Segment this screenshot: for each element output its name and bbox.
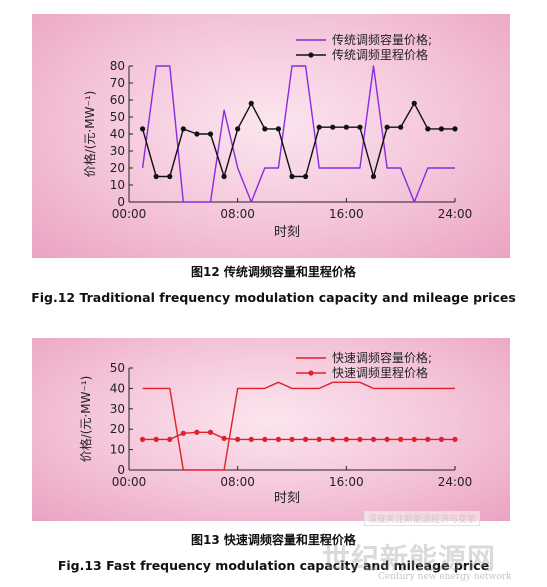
series-line [141, 102, 455, 178]
data-point [452, 436, 458, 442]
legend-label: 传统调频里程价格 [332, 47, 428, 62]
data-point [235, 126, 241, 132]
y-tick-label: 0 [117, 195, 125, 209]
data-point [370, 436, 377, 442]
watermark-subtitle: Century new energy network [378, 572, 512, 582]
data-point [289, 436, 295, 442]
y-tick-label: 10 [110, 443, 125, 457]
data-point [330, 436, 336, 442]
y-tick-label: 20 [110, 422, 125, 436]
x-tick-label: 24:00 [438, 207, 473, 221]
figure-12-caption-en: Fig.12 Traditional frequency modulation … [31, 290, 516, 305]
data-point [302, 436, 309, 442]
data-point [289, 173, 295, 180]
data-point [275, 126, 282, 132]
legend-label: 快速调频里程价格 [332, 365, 428, 380]
data-point [262, 436, 268, 442]
data-point [370, 173, 377, 180]
data-point [384, 436, 390, 442]
x-tick-label: 08:00 [220, 475, 255, 489]
x-tick-label: 16:00 [329, 475, 364, 489]
data-point [357, 124, 363, 130]
figure-13-panel: 0 10 20 30 40 50 00:00 08:00 16:00 24:00 时刻 价格/(元·M… [32, 338, 510, 521]
data-point [194, 429, 200, 435]
x-axis-label: 时刻 [274, 491, 300, 506]
figure-13-caption-en: Fig.13 Fast frequency modulation capacit… [57, 558, 490, 573]
data-point [330, 124, 336, 130]
data-point [316, 436, 322, 442]
data-point [139, 126, 146, 132]
y-tick-label: 70 [110, 76, 125, 90]
data-point [425, 126, 431, 132]
data-point [248, 436, 254, 442]
figure-13-chart: 0 10 20 30 40 50 00:00 08:00 16:00 24:00 时刻 价格/(元·M… [78, 350, 473, 506]
legend-label: 快速调频容量价格; [332, 350, 432, 365]
data-point [167, 173, 173, 180]
y-tick-label: 30 [110, 144, 125, 158]
data-point [235, 436, 241, 442]
y-tick-label: 80 [110, 59, 125, 73]
legend-label: 传统调频容量价格; [332, 32, 432, 47]
data-point [452, 126, 458, 132]
data-point [194, 131, 200, 137]
data-point [153, 436, 159, 442]
y-tick-label: 30 [110, 402, 125, 416]
data-point [207, 131, 214, 137]
data-point [438, 436, 445, 442]
x-tick-label: 16:00 [329, 207, 364, 221]
data-point [398, 436, 404, 442]
data-point [343, 124, 349, 130]
legend-marker [308, 52, 314, 58]
data-point [275, 436, 282, 442]
y-tick-label: 20 [110, 161, 125, 175]
data-point [221, 173, 227, 180]
figure-12-panel: 0 10 20 30 40 50 60 70 80 00:00 08:00 16:00 24:00 时刻 价… [32, 14, 510, 258]
series-line [141, 65, 455, 203]
data-point [139, 436, 146, 442]
data-point [357, 436, 363, 442]
y-tick-label: 0 [117, 463, 125, 477]
series-line [142, 431, 455, 441]
data-point [398, 124, 404, 130]
data-point [384, 124, 390, 130]
y-tick-label: 50 [110, 361, 125, 375]
y-tick-label: 50 [110, 110, 125, 124]
x-tick-label: 00:00 [112, 475, 147, 489]
data-point [262, 126, 268, 132]
figure-12-chart: 0 10 20 30 40 50 60 70 80 00:00 08:00 16:00 24:00 时刻 价… [82, 32, 473, 240]
data-point [425, 436, 431, 442]
y-axis-label: 价格/(元·MW⁻¹) [78, 376, 93, 463]
data-point [343, 436, 349, 442]
data-point [248, 100, 254, 106]
figure-12-caption-cn: 图12 传统调频容量和里程价格 [191, 265, 356, 279]
data-point [167, 436, 173, 442]
data-point [411, 100, 417, 106]
x-tick-label: 08:00 [220, 207, 255, 221]
data-point [221, 435, 227, 441]
figure-13-caption-cn: 图13 快速调频容量和里程价格 [191, 533, 356, 547]
x-axis-label: 时刻 [274, 225, 300, 240]
x-tick-label: 24:00 [438, 475, 473, 489]
data-point [411, 436, 417, 442]
data-point [316, 124, 322, 130]
watermark-logo-text: 世纪新能源网 [322, 542, 497, 575]
y-axis-label: 价格/(元·MW⁻¹) [82, 91, 97, 178]
y-tick-label: 40 [110, 127, 125, 141]
legend-marker [308, 370, 314, 376]
y-tick-label: 60 [110, 93, 125, 107]
y-tick-label: 40 [110, 381, 125, 395]
data-point [153, 173, 159, 180]
series-line [142, 381, 455, 471]
data-point [180, 126, 186, 132]
data-point [207, 429, 214, 435]
y-tick-label: 10 [110, 178, 125, 192]
data-point [438, 126, 445, 132]
data-point [302, 173, 309, 180]
data-point [180, 430, 186, 436]
watermark-tag: 深度关注新能源经济与变革 [364, 511, 481, 526]
x-tick-label: 00:00 [112, 207, 147, 221]
